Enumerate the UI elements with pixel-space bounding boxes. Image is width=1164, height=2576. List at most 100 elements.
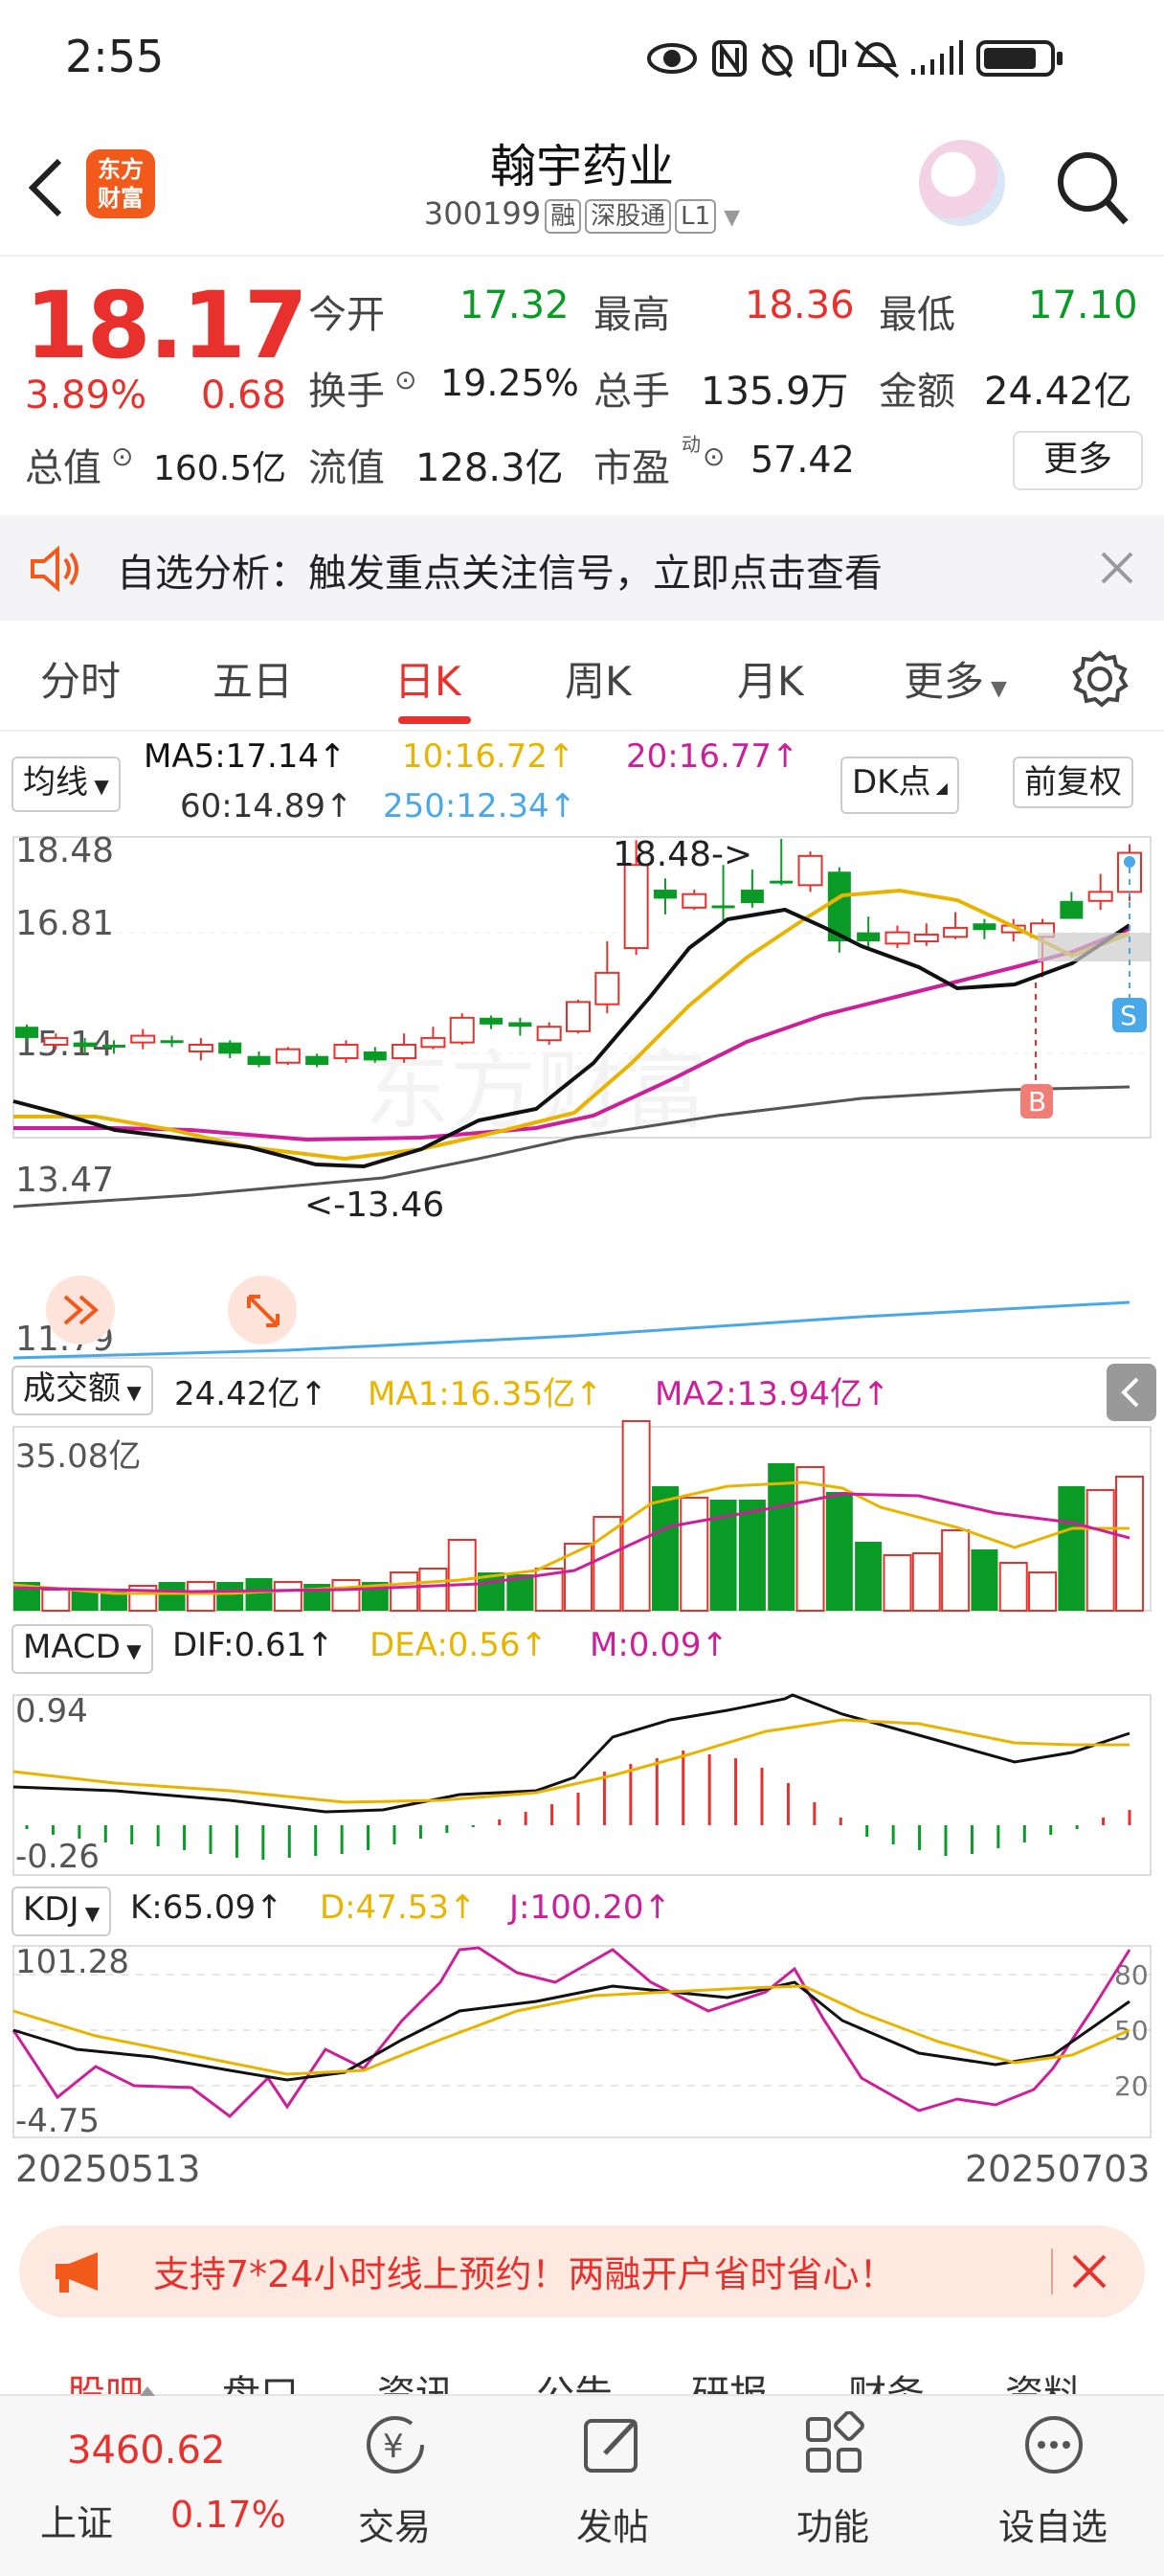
volume-bar: [855, 1542, 883, 1611]
pe-superscript: 动: [682, 433, 701, 456]
adjust-button[interactable]: 前复权: [1013, 757, 1133, 808]
stock-subtitle[interactable]: 300199 融深股通 L1 ▼: [0, 195, 1164, 234]
search-icon[interactable]: [1053, 144, 1130, 230]
nfc-icon: [712, 40, 747, 77]
back-icon[interactable]: [23, 153, 69, 222]
volume-bar: [911, 1552, 941, 1612]
ma5-line: [12, 907, 1131, 1169]
y-label-4: 13.47: [15, 1161, 114, 1200]
tag-margin: 融: [545, 199, 582, 234]
kdj-y-bottom: -4.75: [15, 2102, 100, 2140]
candle: [884, 931, 910, 945]
index-value[interactable]: 3460.62: [67, 2429, 226, 2473]
volume-selector[interactable]: 成交额 ▼: [11, 1366, 153, 1415]
eastmoney-logo[interactable]: 东方 财富: [86, 149, 155, 218]
candle: [43, 1036, 69, 1046]
fullscreen-button[interactable]: [228, 1276, 297, 1344]
dk-point-button[interactable]: DK点 ◢: [840, 757, 959, 814]
index-change: 0.17%: [170, 2494, 286, 2536]
alert-text: 自选分析：触发重点关注信号，立即点击查看: [117, 552, 883, 596]
volume-bar: [1028, 1571, 1058, 1612]
logo-line-2: 财富: [98, 185, 144, 212]
ma-selector[interactable]: 均线 ▼: [11, 757, 121, 812]
kdj-selector[interactable]: KDJ ▼: [11, 1887, 112, 1936]
price-highlight: [1038, 933, 1151, 961]
info-icon-pe[interactable]: ⊙: [703, 441, 726, 472]
status-icons: [647, 40, 1063, 79]
kdj-y-top: 101.28: [15, 1943, 129, 1981]
close-icon[interactable]: [1070, 2252, 1108, 2291]
candle: [1060, 900, 1084, 919]
tab-daily-k[interactable]: 日K: [394, 658, 461, 705]
tag-connect: 深股通: [585, 199, 672, 234]
alert-banner[interactable]: 自选分析：触发重点关注信号，立即点击查看: [0, 515, 1164, 621]
tab-intraday[interactable]: 分时: [40, 658, 122, 705]
expand-sidebar-button[interactable]: [46, 1276, 115, 1344]
tab-five-day[interactable]: 五日: [213, 658, 294, 705]
kline-chart-area[interactable]: 东方财富 18.48 16.81 15.14 13.47 11.79 18.48…: [0, 737, 1164, 2212]
tab-weekly-k[interactable]: 周K: [565, 658, 632, 705]
y-label-2: 16.81: [15, 904, 114, 943]
close-icon[interactable]: [1099, 550, 1135, 586]
candle: [508, 1022, 532, 1028]
gear-icon[interactable]: [1070, 649, 1130, 709]
volume-bar: [186, 1581, 215, 1612]
index-up-arrow-icon: [140, 2386, 155, 2396]
candle: [973, 923, 996, 931]
candle: [392, 1043, 417, 1060]
chevron-down-icon: ▼: [88, 775, 109, 798]
volume-bar: [998, 1562, 1028, 1612]
promo-banner[interactable]: 支持7*24小时线上预约！两融开户省时省心！: [19, 2226, 1145, 2317]
buy-marker[interactable]: [1020, 1084, 1053, 1119]
volume-bar: [883, 1554, 912, 1612]
candles-group: [15, 839, 1142, 1068]
macd-dea: DEA:0.56↑: [369, 1626, 548, 1664]
volume-bar: [1058, 1486, 1086, 1611]
candle: [682, 893, 707, 909]
volume-bar: [941, 1529, 971, 1612]
last-price: 18.17: [25, 272, 308, 379]
header-divider: [0, 255, 1164, 257]
macd-dif: DIF:0.61↑: [172, 1626, 334, 1664]
legend-ma250: 250:12.34↑: [383, 787, 577, 825]
sell-marker[interactable]: [1112, 998, 1147, 1032]
trade-icon: ¥: [367, 2416, 424, 2474]
candle: [101, 1044, 125, 1048]
edit-icon: [584, 2419, 638, 2473]
kdj-j-line: [11, 1946, 1131, 2118]
volume-selector-label: 成交额: [23, 1369, 121, 1408]
tab-more[interactable]: 更多 ▼: [904, 649, 1007, 708]
promo-text: 支持7*24小时线上预约！两融开户省时省心！: [153, 2253, 896, 2295]
more-dots-icon: [1025, 2416, 1083, 2474]
date-start: 20250513: [15, 2148, 200, 2190]
candle: [711, 905, 735, 909]
macd-selector[interactable]: MACD ▼: [11, 1624, 153, 1674]
promo-separator: [1051, 2248, 1053, 2294]
more-quote-button[interactable]: 更多: [1013, 431, 1143, 490]
volume-bar: [71, 1590, 99, 1611]
logo-line-1: 东方: [98, 156, 144, 183]
dropdown-caret-icon: ▼: [724, 206, 741, 230]
volume-label: 总手: [593, 370, 670, 414]
volume-bars-group: [13, 1420, 1144, 1612]
svg-text:¥: ¥: [383, 2428, 404, 2466]
dk-label: DK点: [852, 763, 931, 802]
total-value: 160.5亿: [153, 449, 287, 488]
date-end: 20250703: [965, 2148, 1150, 2190]
low-annotation: <-13.46: [304, 1186, 444, 1225]
corner-arrow-icon: ◢: [930, 779, 948, 797]
chevron-down-icon: ▼: [78, 1902, 101, 1925]
assistant-robot-icon[interactable]: [919, 140, 1005, 226]
info-icon-total[interactable]: ⊙: [111, 441, 134, 472]
volume-bar: [795, 1466, 825, 1612]
candle: [653, 890, 677, 899]
tab-monthly-k[interactable]: 月K: [737, 658, 804, 705]
info-icon[interactable]: ⊙: [394, 364, 417, 395]
collapse-panel-button[interactable]: [1107, 1364, 1156, 1421]
tab-more-label: 更多: [904, 658, 985, 705]
candle: [857, 932, 881, 942]
candle: [913, 933, 939, 943]
volume-ma2-line: [12, 1492, 1130, 1593]
float-value: 128.3亿: [415, 446, 564, 490]
candle: [623, 864, 649, 950]
